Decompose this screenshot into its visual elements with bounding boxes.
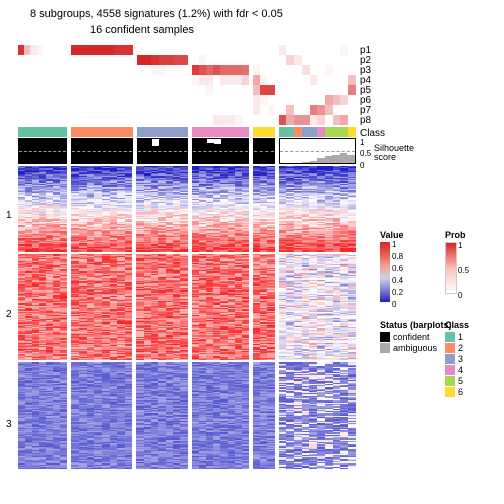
silhouette-label: Silhouettescore <box>374 144 414 162</box>
sil-tick-1: 1 <box>360 138 364 147</box>
legend-status: Status (barplots) confidentambiguous <box>380 320 452 354</box>
legend-class: Class 123456 <box>445 320 469 398</box>
legend-class-title: Class <box>445 320 469 330</box>
legend-value-title: Value <box>380 230 404 240</box>
sil-tick-0: 0 <box>360 161 364 170</box>
prob-heatmap <box>18 45 356 125</box>
silhouette-bars <box>18 138 356 164</box>
prob-gradient: 10.50 <box>445 242 457 294</box>
legend-class-items: 123456 <box>445 332 469 397</box>
value-gradient: 10.80.60.40.20 <box>380 242 390 302</box>
sil-tick-05: 0.5 <box>360 149 371 158</box>
legend-status-title: Status (barplots) <box>380 320 452 330</box>
title-1: 8 subgroups, 4558 signatures (1.2%) with… <box>30 8 283 20</box>
main-heatmap <box>18 166 356 469</box>
title-2: 16 confident samples <box>90 24 194 36</box>
legend-prob: Prob 10.50 <box>445 230 466 294</box>
class-bar <box>18 127 356 137</box>
legend-value: Value 10.80.60.40.20 <box>380 230 404 302</box>
figure <box>18 45 358 497</box>
legend-status-items: confidentambiguous <box>380 332 452 353</box>
legend-prob-title: Prob <box>445 230 466 240</box>
